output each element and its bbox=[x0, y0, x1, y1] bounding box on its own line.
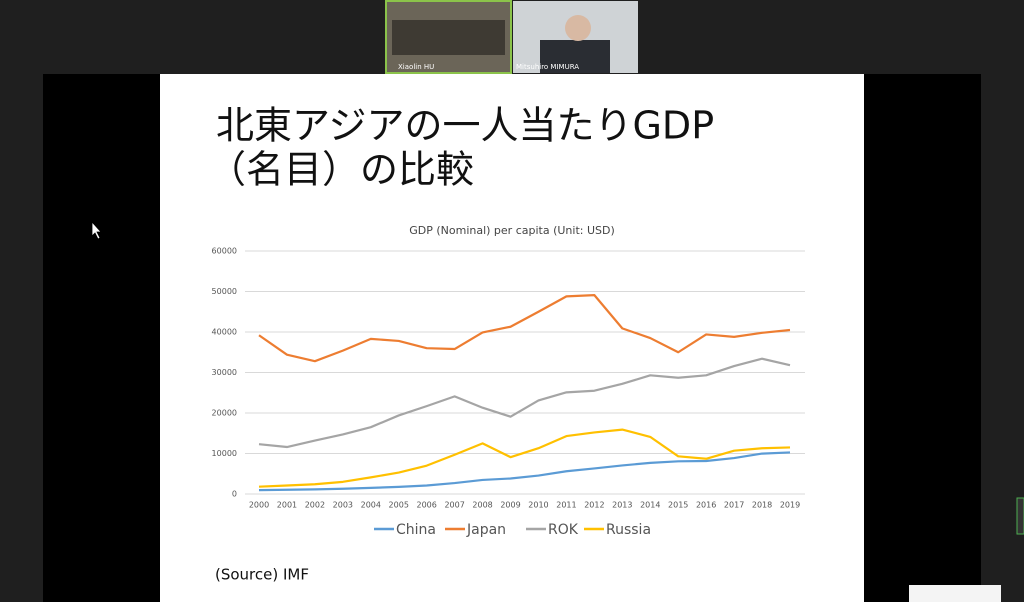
x-tick-label: 2016 bbox=[696, 501, 716, 510]
series-line bbox=[258, 428, 791, 488]
series-line bbox=[258, 294, 791, 363]
ime-toolbar[interactable] bbox=[909, 585, 1001, 602]
x-tick-label: 2000 bbox=[249, 501, 269, 510]
y-tick-label: 40000 bbox=[212, 328, 237, 337]
x-tick-label: 2011 bbox=[556, 501, 576, 510]
y-tick-label: 0 bbox=[232, 490, 237, 499]
x-tick-label: 2012 bbox=[584, 501, 604, 510]
series-line bbox=[258, 357, 791, 449]
video-content bbox=[565, 15, 591, 41]
legend-label: ROK bbox=[548, 522, 579, 538]
x-tick-label: 2003 bbox=[333, 501, 353, 510]
legend-label: Japan bbox=[466, 522, 506, 538]
x-tick-label: 2019 bbox=[780, 501, 800, 510]
x-tick-label: 2004 bbox=[361, 501, 381, 510]
x-tick-label: 2005 bbox=[389, 501, 409, 510]
x-tick-label: 2013 bbox=[612, 501, 632, 510]
source-note: (Source) IMF bbox=[215, 566, 309, 584]
slide bbox=[160, 74, 864, 602]
x-tick-label: 2006 bbox=[417, 501, 437, 510]
legend-label: China bbox=[396, 522, 436, 538]
x-tick-label: 2008 bbox=[472, 501, 492, 510]
y-tick-label: 20000 bbox=[212, 409, 237, 418]
participant-name: Xiaolin HU bbox=[398, 63, 434, 71]
series-line bbox=[258, 451, 791, 492]
x-tick-label: 2017 bbox=[724, 501, 744, 510]
x-tick-label: 2002 bbox=[305, 501, 325, 510]
x-tick-label: 2018 bbox=[752, 501, 772, 510]
video-content bbox=[540, 40, 610, 73]
x-tick-label: 2001 bbox=[277, 501, 297, 510]
y-tick-label: 10000 bbox=[212, 449, 237, 458]
legend-label: Russia bbox=[606, 522, 651, 538]
slide-title: （名目）の比較 bbox=[208, 148, 474, 192]
y-tick-label: 60000 bbox=[212, 247, 237, 256]
x-tick-label: 2010 bbox=[528, 501, 548, 510]
participant-name: Mitsuhiro MIMURA bbox=[516, 63, 579, 71]
chart: GDP (Nominal) per capita (Unit: USD) 0 10… bbox=[212, 224, 805, 538]
slide-title: 北東アジアの一人当たりGDP bbox=[216, 104, 714, 148]
x-tick-label: 2009 bbox=[500, 501, 520, 510]
y-tick-label: 50000 bbox=[212, 287, 237, 296]
mouse-cursor bbox=[91, 220, 102, 240]
x-tick-label: 2007 bbox=[444, 501, 464, 510]
y-tick-label: 30000 bbox=[212, 368, 237, 377]
x-tick-label: 2014 bbox=[640, 501, 660, 510]
scroll-handle[interactable] bbox=[1016, 497, 1024, 535]
x-tick-label: 2015 bbox=[668, 501, 688, 510]
video-content bbox=[392, 20, 505, 55]
chart-title: GDP (Nominal) per capita (Unit: USD) bbox=[409, 224, 615, 237]
